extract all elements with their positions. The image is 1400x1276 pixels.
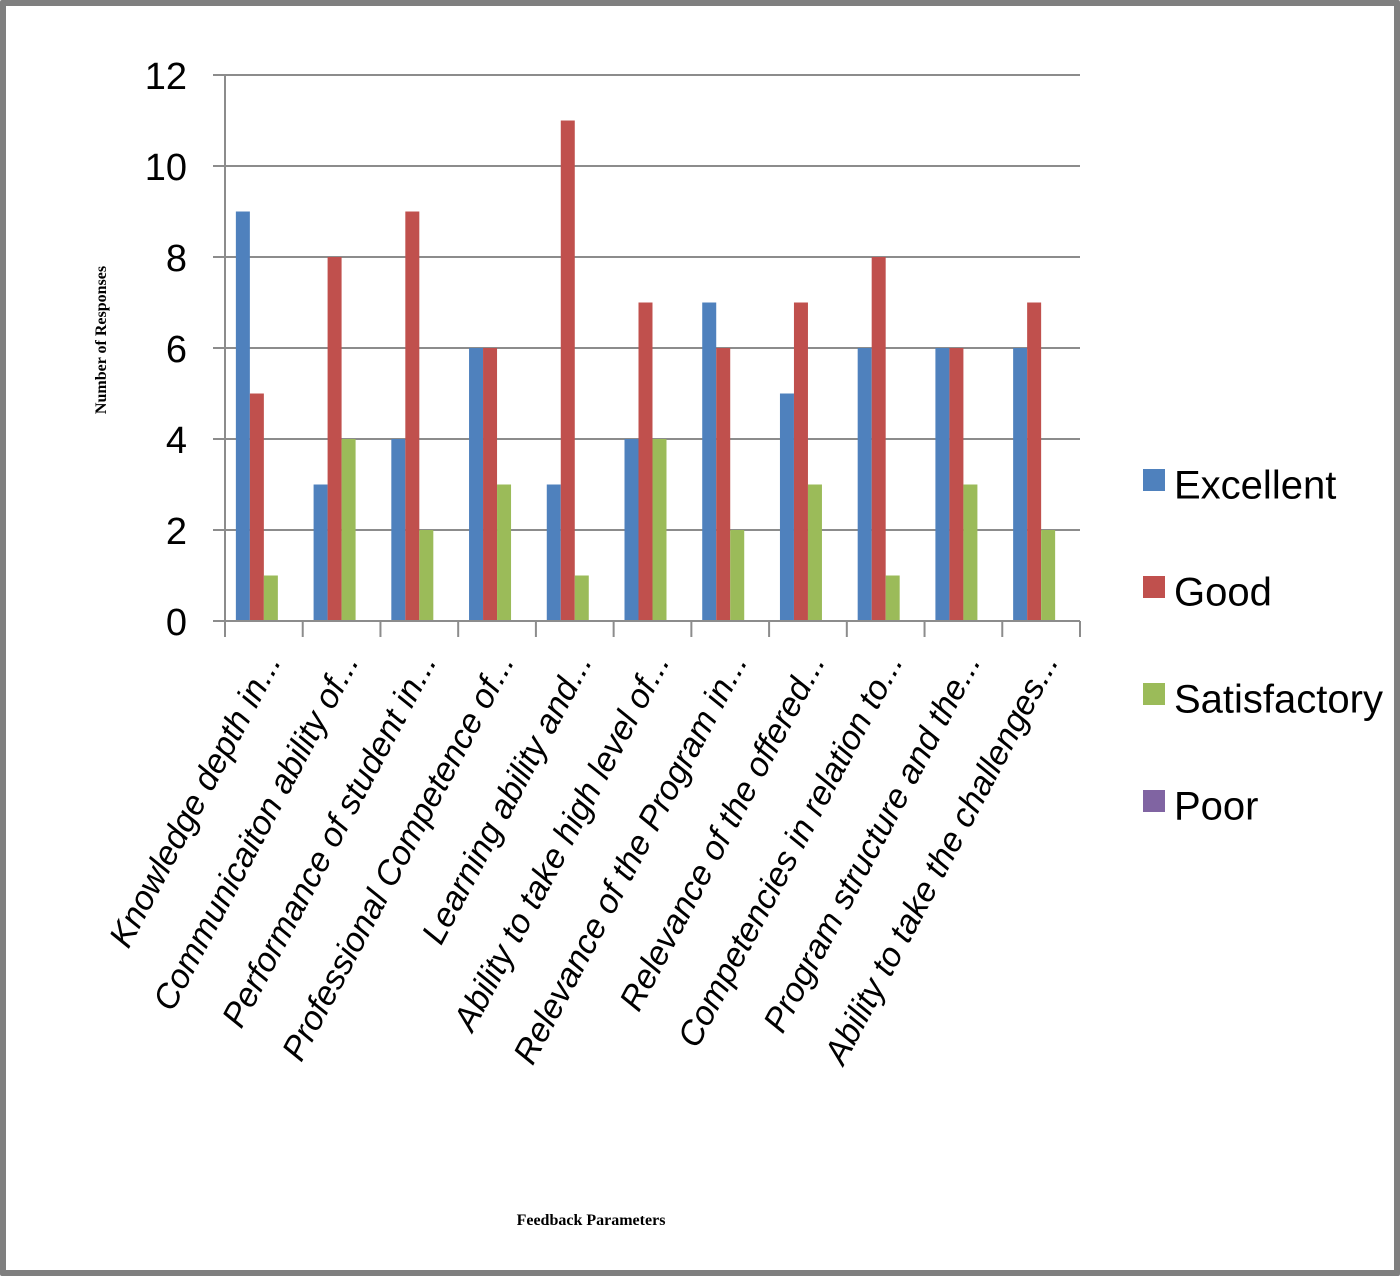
bar-good (638, 302, 653, 621)
legend-swatch (1143, 683, 1165, 705)
bar-excellent (313, 484, 328, 621)
bar-excellent (857, 348, 872, 621)
y-tick-label: 0 (166, 602, 187, 644)
legend-label: Excellent (1174, 464, 1336, 508)
bar-satisfactory (730, 530, 745, 621)
bar-satisfactory (963, 484, 978, 621)
bar-satisfactory (263, 575, 278, 621)
bar-good (793, 302, 808, 621)
y-tick-label: 4 (166, 420, 187, 462)
bar-satisfactory (341, 439, 356, 621)
bar-excellent (469, 348, 484, 621)
bar-satisfactory (1041, 530, 1056, 621)
bar-excellent (935, 348, 950, 621)
bar-satisfactory (497, 484, 512, 621)
y-tick-label: 10 (145, 147, 187, 189)
bar-good (949, 348, 964, 621)
bar-excellent (779, 393, 794, 621)
bar-good (716, 348, 731, 621)
axes (213, 75, 1081, 637)
bar-satisfactory (885, 575, 900, 621)
bar-satisfactory (574, 575, 589, 621)
bar-good (327, 257, 342, 621)
y-axis-title: Number of Responses (93, 266, 110, 414)
y-tick-label: 12 (145, 56, 187, 98)
x-category-labels: Knowledge depth in...Communicaiton abili… (102, 647, 1066, 1072)
bar-satisfactory (652, 439, 667, 621)
bar-excellent (391, 439, 406, 621)
y-tick-label: 6 (166, 329, 187, 371)
bar-good (1027, 302, 1042, 621)
x-axis-title: Feedback Parameters (517, 1212, 666, 1229)
legend-label: Good (1174, 571, 1272, 615)
y-tick-labels: 0 2 4 6 8 10 12 (145, 56, 187, 644)
bar-good (249, 393, 264, 621)
bar-excellent (1013, 348, 1028, 621)
y-tick-label: 8 (166, 238, 187, 280)
legend-label: Satisfactory (1174, 678, 1383, 722)
bar-satisfactory (419, 530, 434, 621)
bar-excellent (702, 302, 717, 621)
bar-good (560, 120, 575, 621)
bar-excellent (235, 211, 250, 621)
legend-swatch (1143, 469, 1165, 491)
legend-swatch (1143, 790, 1165, 812)
legend-swatch (1143, 576, 1165, 598)
bar-excellent (624, 439, 639, 621)
bar-satisfactory (807, 484, 822, 621)
bars (235, 120, 1056, 621)
y-tick-label: 2 (166, 511, 187, 553)
bar-excellent (546, 484, 561, 621)
legend-label: Poor (1174, 785, 1259, 829)
bar-good (871, 257, 886, 621)
bar-good (405, 211, 420, 621)
bar-good (483, 348, 498, 621)
legend: Excellent Good Satisfactory Poor (1143, 464, 1383, 829)
